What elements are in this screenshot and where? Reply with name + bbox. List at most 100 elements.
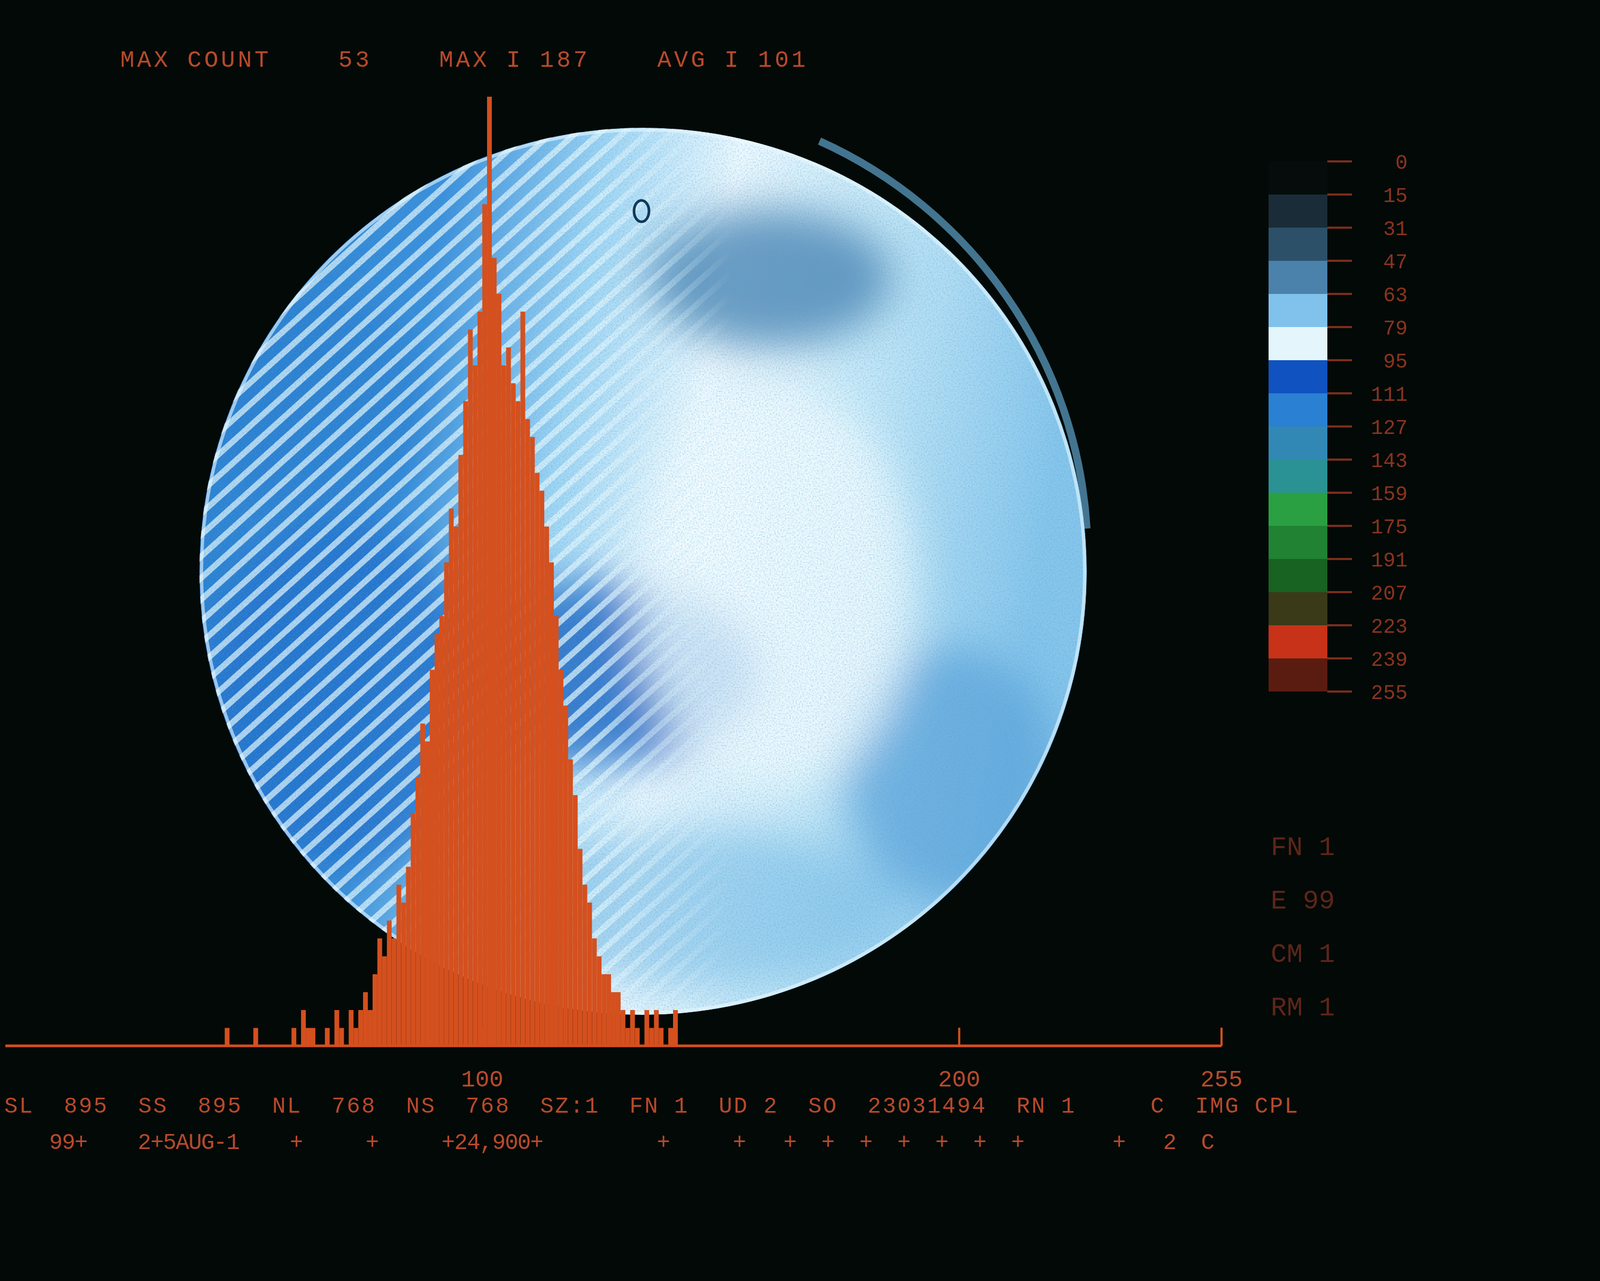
histogram-bar xyxy=(300,1010,306,1047)
x-tick xyxy=(481,1027,484,1047)
histogram-bar xyxy=(348,1010,354,1047)
histogram-bar xyxy=(568,759,574,1047)
histogram-bar xyxy=(400,902,406,1047)
histogram-bar xyxy=(253,1027,259,1047)
colorbar-swatch xyxy=(1268,625,1328,659)
histogram-bar xyxy=(635,1027,640,1047)
histogram-bar xyxy=(439,616,445,1047)
colorbar: 0153147637995111127143159175191207223239… xyxy=(1268,151,1408,706)
colorbar-tick xyxy=(1327,326,1352,329)
histogram-bar xyxy=(620,1010,626,1047)
histogram-bar xyxy=(596,956,602,1047)
histogram-bar xyxy=(549,562,554,1047)
histogram xyxy=(224,96,678,1047)
colorbar-swatch xyxy=(1268,227,1328,261)
colorbar-tick-label: 159 xyxy=(1371,483,1408,507)
colorbar-tick xyxy=(1327,657,1352,660)
histogram-bar xyxy=(653,1010,659,1047)
histogram-bar xyxy=(424,741,430,1047)
side-label: RM 1 xyxy=(1270,993,1335,1024)
histogram-bar xyxy=(630,1010,636,1047)
colorbar-tick-label: 95 xyxy=(1382,350,1408,374)
colorbar-swatch xyxy=(1268,459,1328,493)
colorbar-tick-label: 47 xyxy=(1382,251,1408,275)
colorbar-swatch xyxy=(1268,327,1328,361)
histogram-bar xyxy=(524,419,530,1047)
colorbar-swatch xyxy=(1268,526,1328,560)
histogram-bar xyxy=(611,992,616,1047)
histogram-bar xyxy=(353,1027,359,1047)
histogram-bar xyxy=(410,813,416,1047)
histogram-bar xyxy=(362,992,368,1047)
histogram-bar xyxy=(467,329,473,1047)
histogram-bar xyxy=(496,294,502,1047)
colorbar-swatch xyxy=(1268,360,1328,394)
histogram-bar xyxy=(310,1027,316,1047)
colorbar-swatch xyxy=(1268,294,1328,328)
histogram-bar xyxy=(305,1027,311,1047)
histogram-bar xyxy=(396,884,402,1047)
histogram-bar xyxy=(644,1010,649,1047)
histogram-bar xyxy=(367,1010,373,1047)
histogram-bar xyxy=(582,884,588,1047)
histogram-bar xyxy=(472,365,478,1047)
histogram-bar xyxy=(586,902,592,1047)
histogram-bar xyxy=(429,669,435,1047)
colorbar-tick xyxy=(1327,690,1352,693)
histogram-bar xyxy=(515,401,521,1047)
colorbar-tick xyxy=(1327,624,1352,627)
histogram-bar xyxy=(382,956,388,1047)
histogram-bar xyxy=(573,795,578,1047)
colorbar-swatch xyxy=(1268,260,1328,295)
colorbar-tick xyxy=(1327,558,1352,561)
footer-text: 99+ 2+5AUG-1 + + +24,900+ + + + + + + + … xyxy=(49,1130,1215,1157)
colorbar-swatch xyxy=(1268,194,1328,228)
colorbar-tick-label: 0 xyxy=(1395,151,1408,175)
histogram-bar xyxy=(391,938,397,1047)
colorbar-tick-label: 175 xyxy=(1371,516,1408,540)
colorbar-tick xyxy=(1327,160,1352,163)
colorbar-tick-label: 127 xyxy=(1371,416,1408,440)
histogram-bar xyxy=(563,705,569,1047)
colorbar-tick-label: 207 xyxy=(1371,582,1408,606)
crater xyxy=(634,200,649,222)
colorbar-tick xyxy=(1327,292,1352,296)
x-tick-label: 100 xyxy=(461,1067,504,1094)
background xyxy=(0,0,1600,1281)
colorbar-tick xyxy=(1327,491,1352,494)
histogram-bar xyxy=(377,938,383,1047)
colorbar-tick-label: 79 xyxy=(1382,317,1408,341)
histogram-bar xyxy=(558,669,564,1047)
histogram-bar xyxy=(491,258,497,1047)
x-tick-label: 255 xyxy=(1200,1067,1243,1094)
planet-disk xyxy=(199,127,1087,1016)
colorbar-swatch xyxy=(1268,426,1328,460)
histogram-bar xyxy=(553,616,559,1047)
histogram-bar xyxy=(534,473,540,1047)
histogram-bar xyxy=(372,974,378,1047)
axis-line xyxy=(5,1045,1222,1048)
colorbar-tick xyxy=(1327,392,1352,395)
colorbar-swatch xyxy=(1268,393,1328,427)
histogram-bar xyxy=(458,454,464,1047)
colorbar-tick xyxy=(1327,226,1352,229)
histogram-bar xyxy=(511,383,516,1047)
colorbar-tick-label: 239 xyxy=(1371,648,1408,672)
colorbar-tick xyxy=(1327,259,1352,262)
colorbar-swatch xyxy=(1268,559,1328,593)
histogram-bar xyxy=(615,992,621,1047)
scan-stripes xyxy=(199,127,1087,1016)
histogram-bar xyxy=(539,490,545,1047)
histogram-bar xyxy=(544,526,550,1047)
histogram-bar xyxy=(434,634,440,1047)
histogram-bar xyxy=(405,867,411,1047)
histogram-bar xyxy=(477,311,483,1047)
histogram-bar xyxy=(420,723,425,1047)
colorbar-tick xyxy=(1327,524,1352,528)
footer-text: SL 895 SS 895 NL 768 NS 768 SZ:1 FN 1 UD… xyxy=(4,1094,1298,1120)
x-tick xyxy=(957,1027,961,1047)
histogram-bar xyxy=(658,1027,664,1047)
colorbar-swatch xyxy=(1268,161,1328,195)
colorbar-tick-label: 191 xyxy=(1371,549,1408,573)
colorbar-swatch xyxy=(1268,592,1328,626)
